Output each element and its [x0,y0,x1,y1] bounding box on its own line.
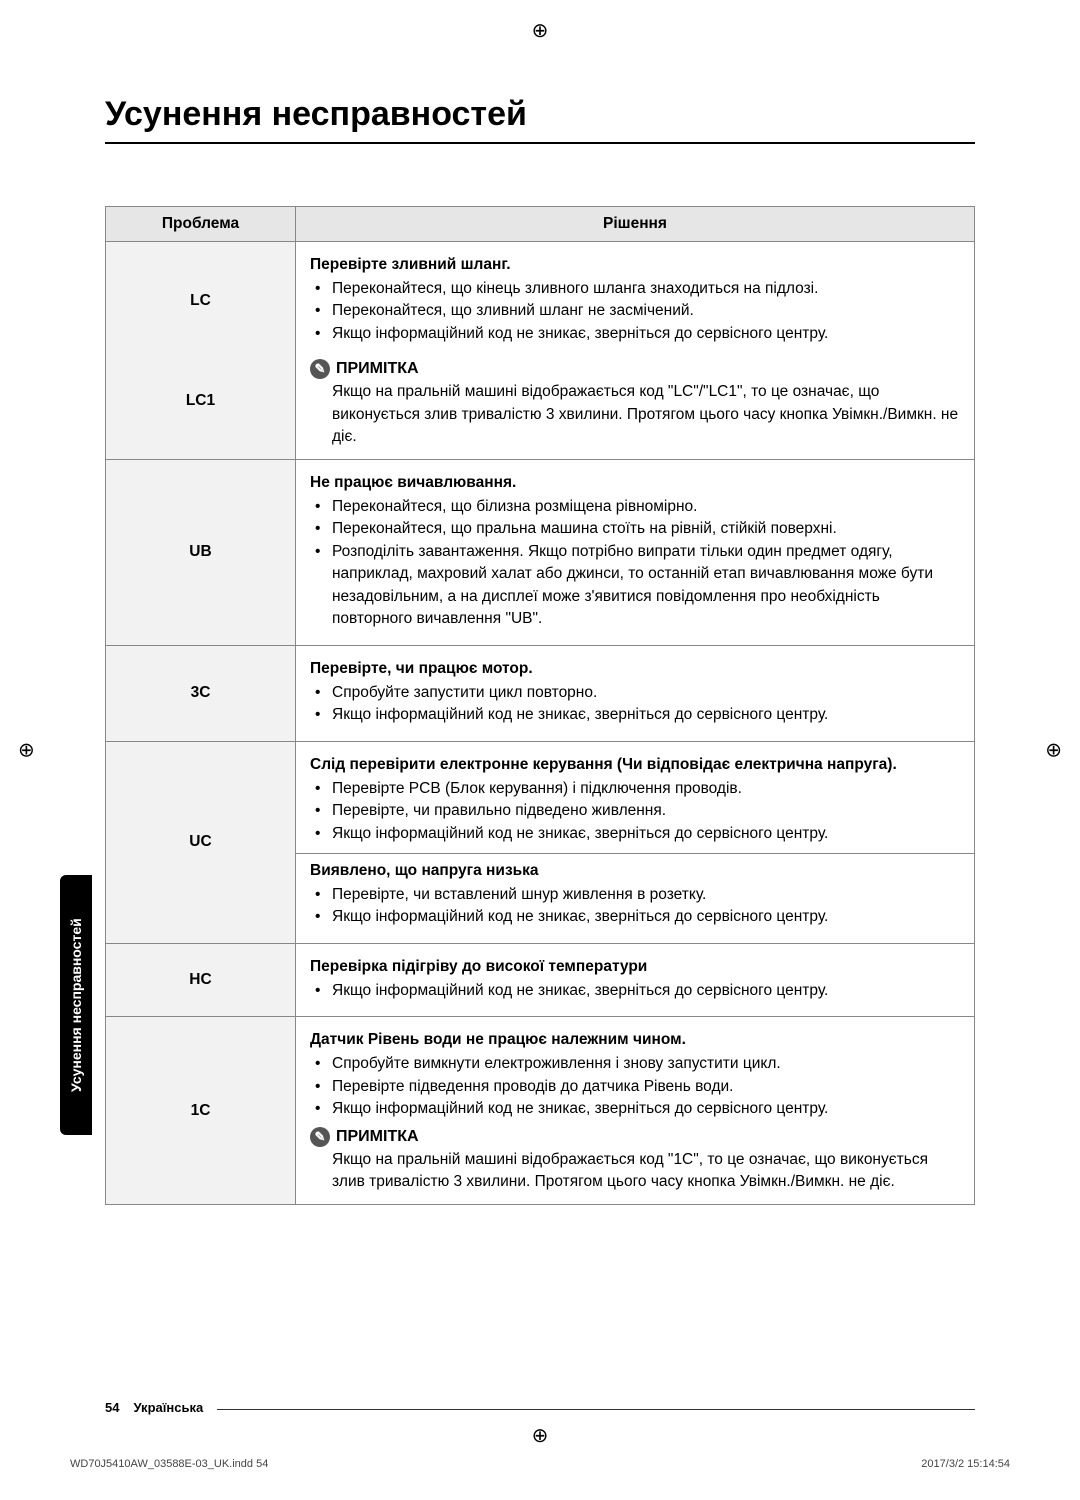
table-header-row: Проблема Рішення [106,207,975,242]
row-1c: 1C Датчик Рівень води не працює належним… [106,1017,975,1204]
title-rule [105,142,975,144]
solution-title: Перевірка підігріву до високої температу… [310,958,960,976]
code-1c: 1C [106,1017,296,1204]
list-item: Перевірте PCB (Блок керування) і підключ… [310,778,960,800]
troubleshooting-table: Проблема Рішення LC Перевірте зливний шл… [105,206,975,1205]
page-number: 54 [105,1400,119,1415]
list-item: Перевірте підведення проводів до датчика… [310,1076,960,1098]
page-title: Усунення несправностей [105,95,975,134]
solution-uc: Слід перевірити електронне керування (Чи… [296,741,975,943]
row-ub: UB Не працює вичавлювання. Переконайтеся… [106,459,975,645]
page-content: Усунення несправностей Проблема Рішення … [105,95,975,1405]
solution-lc1: ✎ ПРИМІТКА Якщо на пральній машині відоб… [296,351,975,459]
page-footer: 54 Українська [105,1400,975,1415]
print-meta: WD70J5410AW_03588E-03_UK.indd 54 2017/3/… [70,1458,1010,1470]
list-item: Якщо інформаційний код не зникає, зверні… [310,823,960,845]
footer-line [217,1409,975,1410]
note-icon: ✎ [310,359,330,379]
list-item: Переконайтеся, що пральна машина стоїть … [310,518,960,540]
solution-1c: Датчик Рівень води не працює належним чи… [296,1017,975,1204]
solution-3c: Перевірте, чи працює мотор. Спробуйте за… [296,645,975,741]
row-3c: 3C Перевірте, чи працює мотор. Спробуйте… [106,645,975,741]
list-item: Розподіліть завантаження. Якщо потрібно … [310,541,960,631]
code-lc1: LC1 [106,351,296,459]
side-tab: Усунення несправностей [60,875,92,1135]
list-item: Переконайтеся, що кінець зливного шланга… [310,278,960,300]
row-lc: LC Перевірте зливний шланг. Переконайтес… [106,242,975,352]
list-item: Спробуйте запустити цикл повторно. [310,682,960,704]
list-item: Спробуйте вимкнути електроживлення і зно… [310,1053,960,1075]
list-item: Якщо інформаційний код не зникає, зверні… [310,906,960,928]
sub-separator [296,853,974,854]
list-item: Якщо інформаційний код не зникає, зверні… [310,1098,960,1120]
solution-title: Датчик Рівень води не працює належним чи… [310,1031,960,1049]
list-item: Якщо інформаційний код не зникає, зверні… [310,704,960,726]
page-language: Українська [133,1400,203,1415]
solution-title: Слід перевірити електронне керування (Чи… [310,756,960,774]
crop-mark-top: ⊕ [532,18,549,43]
file-meta-left: WD70J5410AW_03588E-03_UK.indd 54 [70,1458,268,1470]
crop-mark-bottom: ⊕ [532,1423,549,1448]
solution-title: Перевірте, чи працює мотор. [310,660,960,678]
row-uc: UC Слід перевірити електронне керування … [106,741,975,943]
solution-title: Перевірте зливний шланг. [310,256,960,274]
note-text: Якщо на пральній машині відображається к… [310,1149,960,1194]
crop-mark-left: ⊕ [18,738,35,763]
code-uc: UC [106,741,296,943]
code-ub: UB [106,459,296,645]
list-item: Перевірте, чи вставлений шнур живлення в… [310,884,960,906]
note-label: ПРИМІТКА [336,360,419,378]
code-3c: 3C [106,645,296,741]
solution-title: Не працює вичавлювання. [310,474,960,492]
crop-mark-right: ⊕ [1045,738,1062,763]
row-lc1: LC1 ✎ ПРИМІТКА Якщо на пральній машині в… [106,351,975,459]
row-hc: HC Перевірка підігріву до високої темпер… [106,943,975,1016]
solution-ub: Не працює вичавлювання. Переконайтеся, щ… [296,459,975,645]
solution-title: Виявлено, що напруга низька [310,862,960,880]
list-item: Переконайтеся, що зливний шланг не засмі… [310,300,960,322]
note-icon: ✎ [310,1127,330,1147]
list-item: Перевірте, чи правильно підведено живлен… [310,800,960,822]
note-label: ПРИМІТКА [336,1128,419,1146]
solution-lc: Перевірте зливний шланг. Переконайтеся, … [296,242,975,352]
list-item: Якщо інформаційний код не зникає, зверні… [310,980,960,1002]
list-item: Якщо інформаційний код не зникає, зверні… [310,323,960,345]
list-item: Переконайтеся, що білизна розміщена рівн… [310,496,960,518]
code-lc: LC [106,242,296,352]
note-text: Якщо на пральній машині відображається к… [310,381,960,448]
header-problem: Проблема [106,207,296,242]
solution-hc: Перевірка підігріву до високої температу… [296,943,975,1016]
header-solution: Рішення [296,207,975,242]
code-hc: HC [106,943,296,1016]
file-meta-right: 2017/3/2 15:14:54 [921,1458,1010,1470]
